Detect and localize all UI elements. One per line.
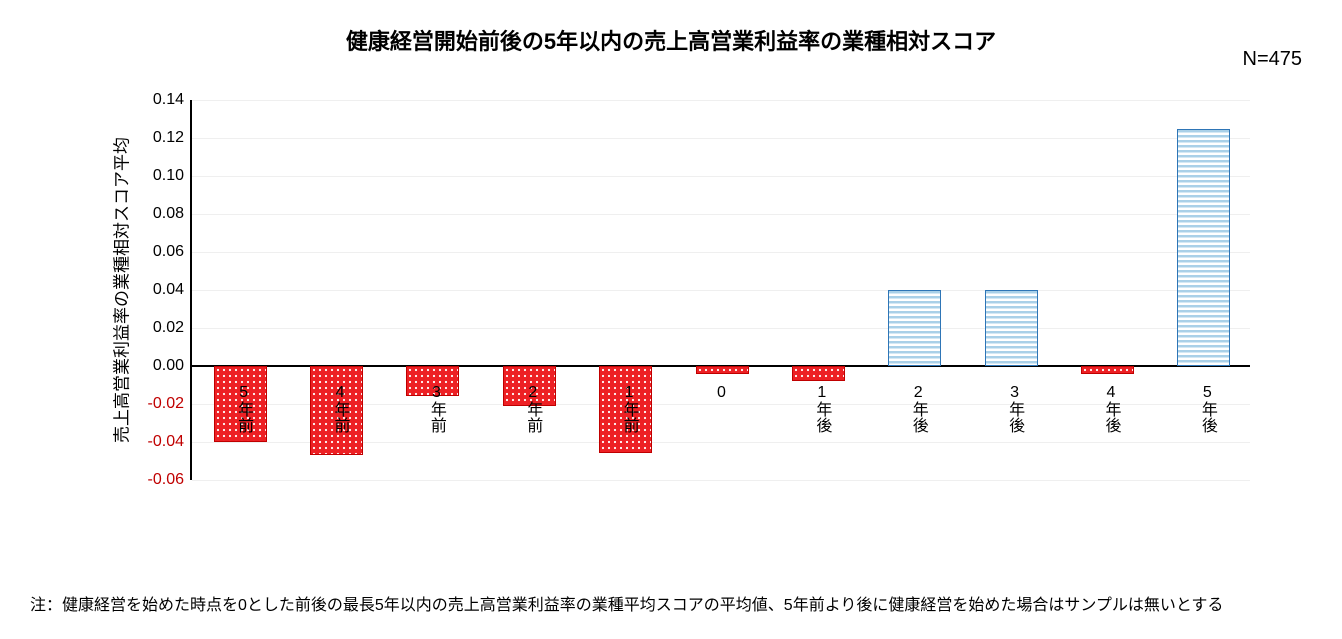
gridline [192, 480, 1250, 481]
y-tick-label: 0.04 [153, 281, 192, 299]
x-tick-label: 5年前 [231, 384, 255, 433]
x-tick-label: 3年後 [1002, 384, 1026, 433]
x-tick-label: 2年前 [520, 384, 544, 433]
y-tick-label: -0.02 [148, 395, 192, 413]
y-tick-label: 0.00 [153, 357, 192, 375]
bar [696, 366, 749, 374]
x-tick-label: 3年前 [424, 384, 448, 433]
x-tick-label: 0 [717, 384, 726, 402]
gridline [192, 328, 1250, 329]
bar [1081, 366, 1134, 374]
gridline [192, 176, 1250, 177]
chart-title: 健康経営開始前後の5年以内の売上高営業利益率の業種相対スコア [0, 24, 1342, 56]
sample-size-label: N=475 [1243, 48, 1303, 71]
gridline [192, 100, 1250, 101]
chart-plot-area: -0.06-0.04-0.020.000.020.040.060.080.100… [190, 100, 1250, 480]
x-tick-label: 2年後 [906, 384, 930, 433]
gridline [192, 214, 1250, 215]
bar [888, 290, 941, 366]
y-tick-label: 0.12 [153, 129, 192, 147]
y-tick-label: 0.08 [153, 205, 192, 223]
x-tick-label: 1年前 [617, 384, 641, 433]
x-tick-label: 4年前 [328, 384, 352, 433]
y-tick-label: 0.14 [153, 91, 192, 109]
x-tick-label: 5年後 [1195, 384, 1219, 433]
x-tick-label: 1年後 [809, 384, 833, 433]
bar [1177, 129, 1230, 367]
y-tick-label: 0.06 [153, 243, 192, 261]
y-axis-label: 売上高営業利益率の業種相対スコア平均 [108, 137, 133, 443]
y-tick-label: 0.02 [153, 319, 192, 337]
gridline [192, 252, 1250, 253]
x-tick-label: 4年後 [1098, 384, 1122, 433]
chart-footnote: 注：健康経営を始めた時点を0とした前後の最長5年以内の売上高営業利益率の業種平均… [30, 591, 1223, 615]
gridline [192, 138, 1250, 139]
gridline [192, 290, 1250, 291]
plot-region: -0.06-0.04-0.020.000.020.040.060.080.100… [190, 100, 1250, 480]
y-tick-label: -0.06 [148, 471, 192, 489]
bar [985, 290, 1038, 366]
y-tick-label: -0.04 [148, 433, 192, 451]
y-tick-label: 0.10 [153, 167, 192, 185]
bar [792, 366, 845, 381]
